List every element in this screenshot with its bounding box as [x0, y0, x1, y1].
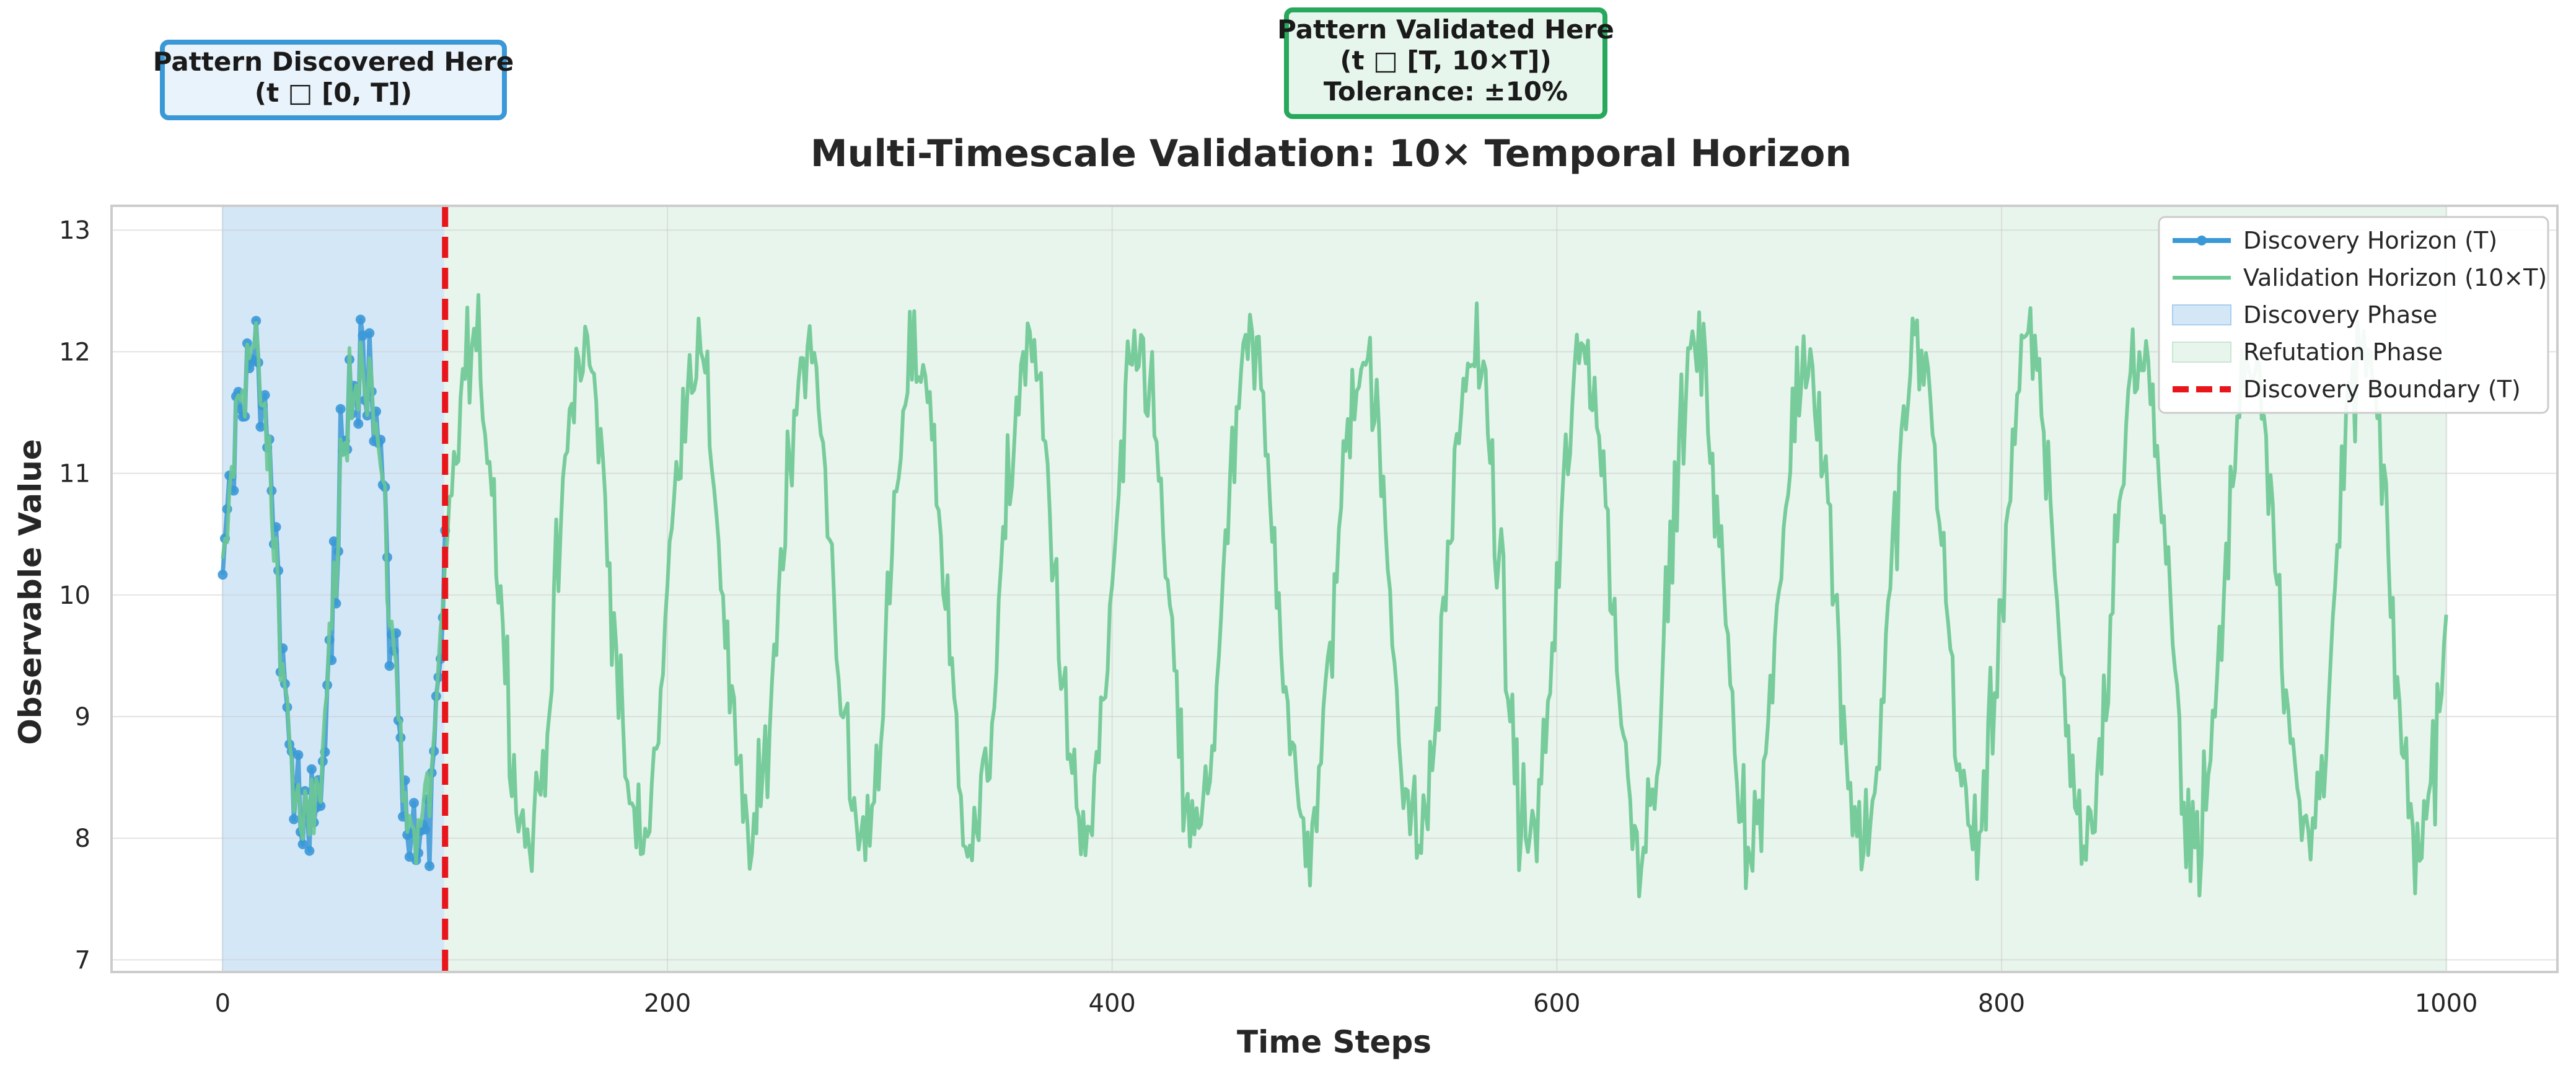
- discovery-point: [251, 316, 262, 326]
- legend-label: Validation Horizon (10×T): [2243, 264, 2547, 291]
- series-layer: [218, 293, 2448, 899]
- y-axis-ticks: 7 8 9 10 11 12 13: [59, 216, 90, 974]
- legend-swatch: [2172, 342, 2231, 363]
- y-tick-label: 7: [75, 946, 90, 974]
- discovery-point: [293, 749, 304, 760]
- x-tick-label: 1000: [2415, 989, 2478, 1018]
- legend-item: Discovery Horizon (T): [2173, 227, 2497, 254]
- y-tick-label: 10: [59, 581, 90, 610]
- discovery-point: [408, 798, 419, 808]
- legend-label: Discovery Phase: [2243, 301, 2437, 329]
- discovery-point: [420, 824, 430, 835]
- discovery-point: [355, 314, 366, 325]
- discovery-point: [353, 418, 364, 429]
- discovery-point: [328, 536, 339, 547]
- legend-item: Discovery Phase: [2172, 301, 2437, 329]
- discovery-point: [289, 814, 299, 824]
- annotation-text: Tolerance: ±10%: [1324, 76, 1568, 107]
- legend-label: Refutation Phase: [2243, 338, 2443, 366]
- y-axis-label: Observable Value: [12, 439, 48, 745]
- chart-title: Multi-Timescale Validation: 10× Temporal…: [811, 132, 1852, 175]
- grid: [112, 206, 2557, 972]
- annotations: Pattern Discovered Here(t □ [0, T])Patte…: [153, 7, 1614, 120]
- legend-item: Discovery Boundary (T): [2173, 376, 2521, 403]
- annotation-frame: [1284, 7, 1607, 119]
- legend-box: [2158, 216, 2549, 414]
- x-tick-label: 800: [1978, 989, 2025, 1018]
- legend-label: Discovery Boundary (T): [2243, 376, 2521, 403]
- annotation-text: Pattern Discovered Here: [153, 46, 514, 77]
- series-validation-horizon: [221, 293, 2448, 899]
- x-tick-label: 600: [1533, 989, 1580, 1018]
- discovery-point: [255, 422, 266, 432]
- discovery-point: [304, 846, 315, 856]
- legend-label: Discovery Horizon (T): [2243, 227, 2497, 254]
- x-tick-label: 0: [215, 989, 231, 1018]
- y-tick-label: 13: [59, 216, 90, 245]
- discovery-point: [424, 861, 435, 872]
- discovery-point: [306, 764, 317, 774]
- discovery-point: [384, 661, 395, 671]
- x-tick-label: 200: [644, 989, 691, 1018]
- discovery-point: [218, 570, 228, 580]
- y-tick-label: 11: [59, 460, 90, 488]
- x-axis-ticks: 0 200 400 600 800 1000: [215, 989, 2478, 1018]
- y-tick-label: 9: [75, 703, 90, 731]
- annotation-text: Pattern Validated Here: [1277, 14, 1614, 45]
- discovery-point: [260, 390, 270, 400]
- annotation-frame: [160, 40, 507, 120]
- discovery-point: [364, 328, 375, 338]
- discovery-point: [315, 801, 326, 811]
- x-tick-label: 400: [1089, 989, 1136, 1018]
- y-tick-label: 12: [59, 338, 90, 366]
- axes-frame: [110, 205, 2559, 973]
- legend-swatch: [2172, 304, 2231, 325]
- legend: Discovery Horizon (T) Validation Horizon …: [2158, 216, 2549, 414]
- annotation-box: Pattern Discovered Here(t □ [0, T]): [153, 40, 514, 120]
- plot-frame: [110, 205, 2559, 973]
- discovery-point: [297, 839, 308, 849]
- legend-marker: [2197, 236, 2207, 245]
- legend-item: Refutation Phase: [2172, 338, 2443, 366]
- discovery-point: [335, 404, 346, 414]
- annotation-box: Pattern Validated Here(t □ [T, 10×T])Tol…: [1277, 7, 1614, 119]
- legend-item: Validation Horizon (10×T): [2173, 264, 2547, 291]
- y-tick-label: 8: [75, 824, 90, 853]
- x-axis-label: Time Steps: [1237, 1024, 1431, 1060]
- annotation-text: (t □ [T, 10×T]): [1340, 45, 1551, 76]
- annotation-text: (t □ [0, T]): [255, 77, 412, 108]
